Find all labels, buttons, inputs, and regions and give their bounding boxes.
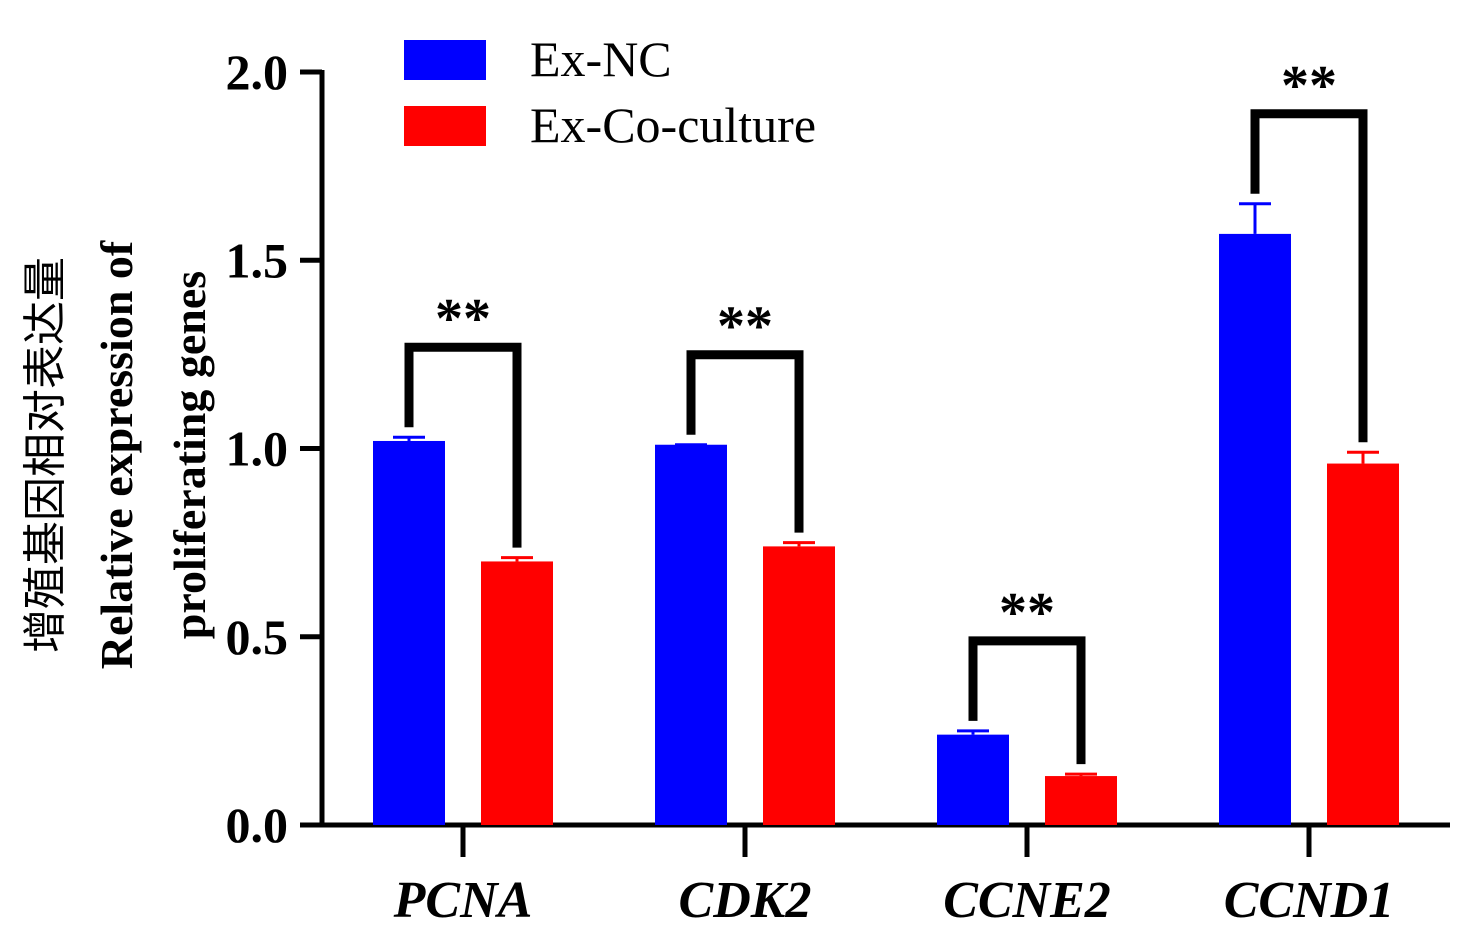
y-tick-label: 1.5 [226, 232, 289, 288]
x-tick-label-ccne2: CCNE2 [943, 872, 1111, 925]
x-tick-label-cdk2: CDK2 [679, 872, 812, 925]
bar-ex-co-culture-cdk2 [763, 546, 835, 825]
significance-bracket-cdk2 [686, 350, 804, 533]
y-axis-title-group: 增殖基因相对表达量 Relative expression of prolife… [20, 240, 215, 669]
significance-bracket-ccnd1 [1250, 109, 1368, 443]
significance-label-ccne2: ** [999, 582, 1055, 644]
legend-label-ex-nc: Ex-NC [530, 31, 672, 87]
bar-ex-co-culture-pcna [481, 561, 553, 825]
legend-label-ex-co-culture: Ex-Co-culture [530, 97, 816, 153]
bar-ex-nc-cdk2 [655, 444, 727, 825]
legend-swatch-ex-nc [404, 40, 486, 80]
legend: Ex-NC Ex-Co-culture [404, 31, 816, 153]
significance-label-ccnd1: ** [1281, 55, 1337, 117]
significance-brackets: ** ** ** ** [404, 55, 1368, 765]
bar-ex-nc-ccnd1 [1219, 233, 1291, 825]
x-tick-label-pcna: PCNA [393, 872, 533, 925]
bar-ex-co-culture-ccnd1 [1327, 463, 1399, 825]
significance-bracket-pcna [404, 342, 522, 548]
x-tick-label-ccnd1: CCND1 [1224, 872, 1394, 925]
y-axis-title-line1: Relative expression of [91, 240, 142, 669]
y-tick-label: 0.5 [226, 609, 289, 665]
y-tick-label: 0.0 [226, 797, 289, 853]
bar-ex-nc-ccne2 [937, 734, 1009, 825]
legend-swatch-ex-co-culture [404, 106, 486, 146]
bar-ex-co-culture-ccne2 [1045, 776, 1117, 825]
bar-ex-nc-pcna [373, 440, 445, 825]
significance-label-cdk2: ** [717, 296, 773, 358]
y-axis-title-chinese: 增殖基因相对表达量 [20, 257, 71, 653]
significance-label-pcna: ** [435, 288, 491, 350]
bars [373, 202, 1399, 825]
axes: 0.0 0.5 1.0 1.5 2.0 PCNA CDK2 CCNE2 CCND1 [226, 44, 1450, 925]
y-tick-label: 1.0 [226, 421, 289, 477]
significance-bracket-ccne2 [968, 636, 1086, 765]
y-axis-title-line2: proliferating genes [164, 271, 215, 639]
y-tick-label: 2.0 [226, 44, 289, 100]
